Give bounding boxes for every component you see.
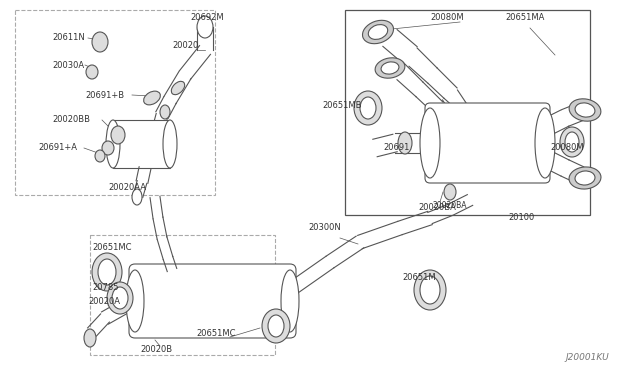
Ellipse shape	[375, 58, 405, 78]
Text: 20651MC: 20651MC	[92, 244, 131, 253]
Bar	[90, 235, 275, 355]
Text: 20020: 20020	[172, 41, 198, 49]
Ellipse shape	[268, 315, 284, 337]
Ellipse shape	[281, 270, 299, 332]
Ellipse shape	[106, 120, 120, 168]
Text: 20020B: 20020B	[140, 346, 172, 355]
FancyBboxPatch shape	[425, 103, 550, 183]
Ellipse shape	[362, 20, 394, 44]
Ellipse shape	[112, 287, 128, 309]
Ellipse shape	[575, 103, 595, 117]
Ellipse shape	[414, 270, 446, 310]
Ellipse shape	[86, 65, 98, 79]
Bar	[15, 10, 215, 195]
Text: 20020AA: 20020AA	[108, 183, 146, 192]
Text: 20692M: 20692M	[190, 13, 223, 22]
Ellipse shape	[102, 141, 114, 155]
Bar	[113, 120, 170, 168]
Text: 20080M: 20080M	[550, 144, 584, 153]
Ellipse shape	[95, 150, 105, 162]
Text: 20611N: 20611N	[52, 33, 84, 42]
Ellipse shape	[575, 171, 595, 185]
Ellipse shape	[262, 309, 290, 343]
Ellipse shape	[444, 184, 456, 200]
Text: 20785: 20785	[92, 283, 118, 292]
Text: 20651MC: 20651MC	[196, 330, 236, 339]
Text: 20691+B: 20691+B	[85, 90, 124, 99]
Text: 20651MB: 20651MB	[322, 100, 362, 109]
Ellipse shape	[354, 91, 382, 125]
Text: 20020BB: 20020BB	[52, 115, 90, 125]
Ellipse shape	[163, 120, 177, 168]
Text: 20020BA: 20020BA	[418, 203, 456, 212]
Ellipse shape	[569, 99, 601, 121]
Ellipse shape	[560, 127, 584, 157]
Ellipse shape	[565, 132, 579, 152]
Text: 20100: 20100	[508, 214, 534, 222]
Ellipse shape	[107, 282, 133, 314]
Text: 20691+A: 20691+A	[38, 144, 77, 153]
Ellipse shape	[84, 329, 96, 347]
Ellipse shape	[197, 16, 213, 38]
Text: J20001KU: J20001KU	[565, 353, 609, 362]
Ellipse shape	[172, 81, 185, 94]
Ellipse shape	[360, 97, 376, 119]
Text: 20651MA: 20651MA	[505, 13, 545, 22]
Text: 20030A: 20030A	[52, 61, 84, 70]
Ellipse shape	[420, 276, 440, 304]
Ellipse shape	[132, 189, 142, 205]
Text: 20020BA: 20020BA	[433, 201, 467, 209]
Ellipse shape	[126, 270, 144, 332]
Ellipse shape	[569, 167, 601, 189]
Text: 20300N: 20300N	[308, 224, 340, 232]
Text: 20080M: 20080M	[430, 13, 463, 22]
Ellipse shape	[160, 105, 170, 119]
Ellipse shape	[368, 25, 388, 39]
Ellipse shape	[92, 253, 122, 291]
Ellipse shape	[143, 91, 161, 105]
Ellipse shape	[381, 62, 399, 74]
Ellipse shape	[92, 32, 108, 52]
Ellipse shape	[111, 126, 125, 144]
Ellipse shape	[420, 108, 440, 178]
Ellipse shape	[535, 108, 555, 178]
Ellipse shape	[98, 259, 116, 285]
Text: 20651M: 20651M	[402, 273, 436, 282]
Text: 20020A: 20020A	[88, 298, 120, 307]
Ellipse shape	[398, 132, 412, 154]
FancyBboxPatch shape	[129, 264, 296, 338]
Bar	[345, 10, 590, 215]
Text: 20691: 20691	[383, 144, 410, 153]
